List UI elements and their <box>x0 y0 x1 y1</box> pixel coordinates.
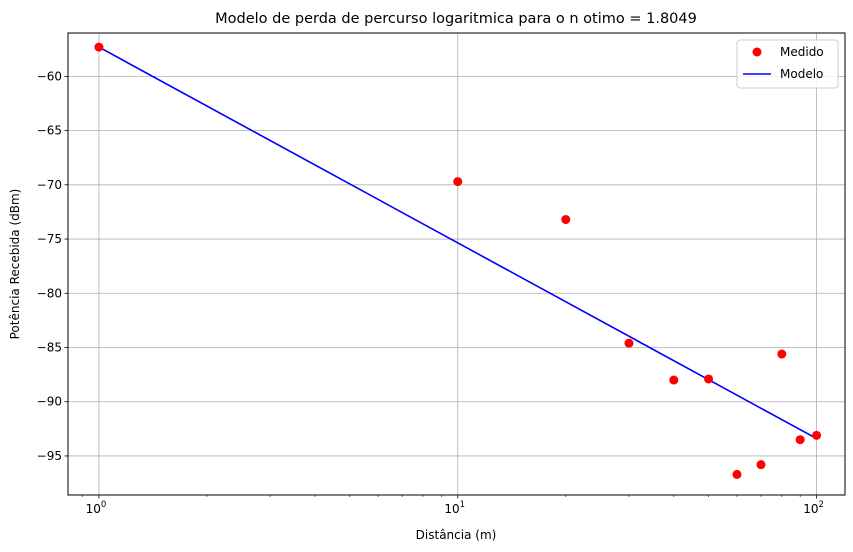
data-point <box>795 435 805 445</box>
y-tick-label: −95 <box>37 449 62 463</box>
y-axis-title: Potência Recebida (dBm) <box>8 189 22 340</box>
data-point <box>453 177 463 187</box>
data-point <box>756 460 766 470</box>
y-tick-label: −85 <box>37 341 62 355</box>
y-tick-label: −65 <box>37 124 62 138</box>
plot-area <box>94 42 822 479</box>
legend-label-modelo: Modelo <box>780 67 823 81</box>
data-point <box>777 349 787 359</box>
x-axis-title: Distância (m) <box>416 528 497 542</box>
legend-box <box>736 39 839 89</box>
y-tick-label: −60 <box>37 69 62 83</box>
data-point <box>812 430 822 440</box>
y-tick-label: −90 <box>37 395 62 409</box>
y-tick-label: −75 <box>37 232 62 246</box>
data-point <box>94 42 104 52</box>
legend-marker-medido <box>752 47 762 57</box>
legend-label-medido: Medido <box>780 45 824 59</box>
data-point <box>732 469 742 479</box>
legend: Medido Modelo <box>736 39 839 89</box>
chart-title: Modelo de perda de percurso logaritmica … <box>215 11 697 27</box>
grid <box>68 33 845 495</box>
data-point <box>624 338 634 348</box>
y-tick-label: −80 <box>37 286 62 300</box>
data-point <box>561 215 571 225</box>
plot-frame <box>67 32 846 496</box>
data-point <box>669 375 679 385</box>
data-point <box>704 374 714 384</box>
y-tick-label: −70 <box>37 178 62 192</box>
series-line-modelo <box>98 46 817 440</box>
y-axis: −60 −65 −70 −75 −80 −85 −90 −95 <box>37 69 68 463</box>
